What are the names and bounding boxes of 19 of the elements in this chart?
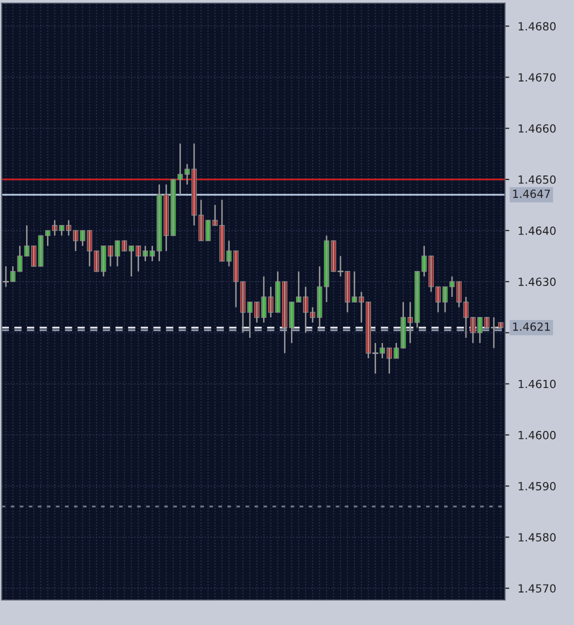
y-tick-label: 1.4660 bbox=[518, 124, 556, 133]
y-tick-label: 1.4610 bbox=[518, 380, 556, 388]
y-tick-label: 1.4580 bbox=[518, 533, 556, 542]
y-tick-label: 1.4670 bbox=[518, 73, 556, 82]
candlestick bbox=[94, 250, 100, 272]
y-tick-label: 1.4680 bbox=[518, 22, 556, 30]
y-tick-label: 1.4650 bbox=[518, 175, 556, 184]
candlestick bbox=[372, 342, 378, 374]
y-tick-label: 1.4570 bbox=[518, 584, 556, 593]
y-tick-label: 1.4590 bbox=[518, 482, 556, 490]
candlestick bbox=[2, 266, 9, 288]
y-tick-label: 1.4600 bbox=[518, 430, 556, 440]
candlestick bbox=[490, 316, 497, 349]
y-tick-label: 1.4640 bbox=[518, 226, 556, 235]
ref-line-label: 1.4647 bbox=[513, 190, 550, 198]
candlestick bbox=[205, 220, 211, 242]
candlestick bbox=[338, 255, 344, 278]
ref-line-label: 1.4621 bbox=[513, 322, 550, 331]
y-tick-label: 1.4630 bbox=[518, 278, 556, 286]
